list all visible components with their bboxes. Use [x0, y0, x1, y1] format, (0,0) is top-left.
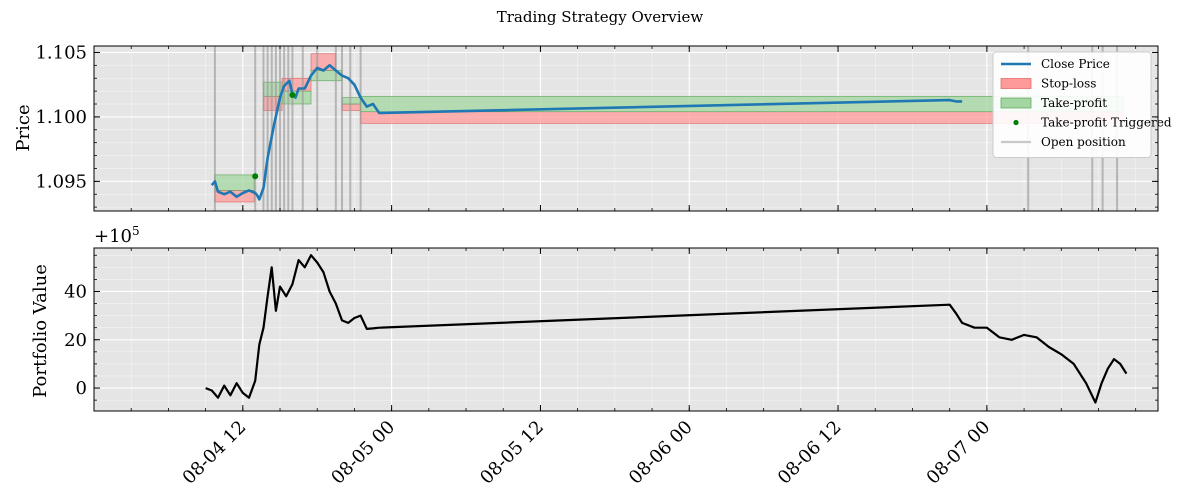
price-y-tick-label: 1.100 — [35, 107, 87, 128]
legend-marker-swatch — [1013, 119, 1019, 126]
price-plot-frame — [93, 45, 1159, 212]
portfolio-offset-label: +105 — [94, 224, 140, 247]
figure-title: Trading Strategy Overview — [497, 8, 704, 26]
legend-label: Take-profit — [1041, 96, 1107, 110]
portfolio-ticks: 0 20 40 — [64, 254, 1158, 401]
portfolio-y-tick-label: 20 — [64, 330, 87, 351]
take-profit-triggered-point — [252, 173, 259, 180]
x-tick-label: 08-06 00 — [625, 417, 697, 489]
legend-label: Stop-loss — [1041, 77, 1096, 91]
portfolio-lines — [205, 254, 1128, 404]
price-y-tick-label: 1.105 — [35, 42, 87, 63]
legend-patch-swatch — [1000, 78, 1032, 89]
price-panel: 1.095 1.100 1.105 Price Close Price Stop-lo… — [13, 42, 1172, 212]
price-markers — [252, 91, 296, 180]
legend-box — [992, 51, 1152, 158]
x-tick-label: 08-04 12 — [179, 417, 251, 489]
price-ylabel: Price — [13, 104, 34, 151]
price-ticks: 1.095 1.100 1.105 — [35, 42, 1158, 211]
x-tick-label: 08-05 00 — [327, 417, 399, 489]
portfolio-offset-base: +10 — [94, 226, 132, 247]
legend-label: Open position — [1041, 135, 1126, 149]
stop-loss-zone — [341, 103, 361, 111]
legend-label: Close Price — [1041, 57, 1110, 71]
portfolio-plot-frame — [93, 247, 1159, 412]
portfolio-offset-exponent: 5 — [132, 224, 140, 238]
portfolio-y-tick-label: 0 — [76, 378, 87, 399]
legend-patch-swatch — [1000, 97, 1032, 109]
legend-label: Take-profit Triggered — [1041, 116, 1172, 130]
take-profit-zone — [341, 97, 361, 105]
take-profit-triggered-point — [289, 91, 296, 98]
portfolio-panel: 0 20 40 +105 Portfolio Value 08-04 12 08-05… — [30, 224, 1159, 489]
portfolio-ylabel: Portfolio Value — [30, 264, 51, 398]
x-tick-label: 08-06 12 — [774, 417, 846, 489]
portfolio-y-tick-label: 40 — [64, 281, 87, 302]
price-y-tick-label: 1.095 — [35, 171, 87, 192]
take-profit-zone — [214, 174, 255, 191]
x-tick-label: 08-05 12 — [476, 417, 548, 489]
x-tick-label: 08-07 00 — [923, 417, 995, 489]
portfolio-value-line — [205, 254, 1128, 404]
legend: Close Price Stop-loss Take-profit Take-prof… — [992, 51, 1172, 158]
